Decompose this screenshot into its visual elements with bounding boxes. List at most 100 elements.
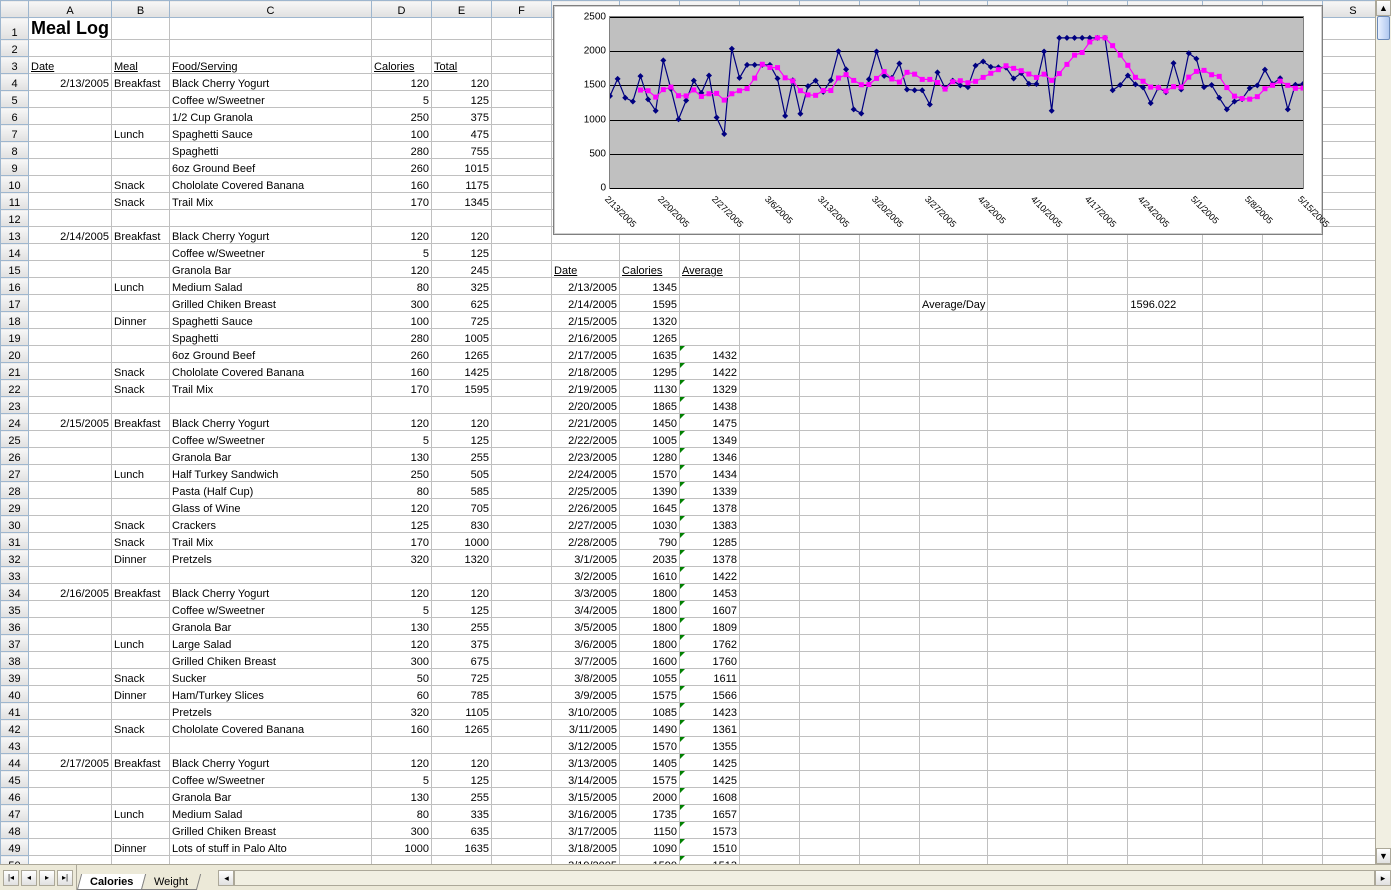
cell-F31[interactable]: [492, 533, 552, 550]
cell-Q35[interactable]: [1203, 601, 1263, 618]
cell-A45[interactable]: [29, 771, 112, 788]
cell-B47[interactable]: Lunch: [112, 805, 170, 822]
cell-J38[interactable]: [740, 652, 800, 669]
cell-Q32[interactable]: [1203, 550, 1263, 567]
cell-Q34[interactable]: [1203, 584, 1263, 601]
cell-F23[interactable]: [492, 397, 552, 414]
cell-F17[interactable]: [492, 295, 552, 312]
cell-E5[interactable]: 125: [432, 91, 492, 108]
cell-D4[interactable]: 120: [372, 74, 432, 91]
cell-K26[interactable]: [800, 448, 860, 465]
cell-H42[interactable]: 1490: [620, 720, 680, 737]
cell-S45[interactable]: [1323, 771, 1383, 788]
cell-K42[interactable]: [800, 720, 860, 737]
cell-G46[interactable]: 3/15/2005: [552, 788, 620, 805]
cell-F24[interactable]: [492, 414, 552, 431]
cell-P37[interactable]: [1128, 635, 1203, 652]
cell-B48[interactable]: [112, 822, 170, 839]
cell-N31[interactable]: [988, 533, 1068, 550]
cell-B18[interactable]: Dinner: [112, 312, 170, 329]
cell-F27[interactable]: [492, 465, 552, 482]
cell-F43[interactable]: [492, 737, 552, 754]
cell-C41[interactable]: Pretzels: [170, 703, 372, 720]
cell-J18[interactable]: [740, 312, 800, 329]
cell-B38[interactable]: [112, 652, 170, 669]
row-header-4[interactable]: 4: [1, 74, 29, 91]
row-header-1[interactable]: 1: [1, 18, 29, 40]
cell-F37[interactable]: [492, 635, 552, 652]
cell-R41[interactable]: [1263, 703, 1323, 720]
cell-B23[interactable]: [112, 397, 170, 414]
row-header-20[interactable]: 20: [1, 346, 29, 363]
cell-E21[interactable]: 1425: [432, 363, 492, 380]
cell-N22[interactable]: [988, 380, 1068, 397]
cell-G24[interactable]: 2/21/2005: [552, 414, 620, 431]
cell-G45[interactable]: 3/14/2005: [552, 771, 620, 788]
cell-J41[interactable]: [740, 703, 800, 720]
cell-M22[interactable]: [920, 380, 988, 397]
cell-O43[interactable]: [1068, 737, 1128, 754]
cell-D31[interactable]: 170: [372, 533, 432, 550]
cell-Q50[interactable]: [1203, 856, 1263, 865]
cell-B16[interactable]: Lunch: [112, 278, 170, 295]
cell-A39[interactable]: [29, 669, 112, 686]
cell-D8[interactable]: 280: [372, 142, 432, 159]
vertical-scrollbar[interactable]: ▲ ▼: [1375, 0, 1391, 864]
cell-N26[interactable]: [988, 448, 1068, 465]
cell-I17[interactable]: [680, 295, 740, 312]
cell-S40[interactable]: [1323, 686, 1383, 703]
cell-K18[interactable]: [800, 312, 860, 329]
cell-J17[interactable]: [740, 295, 800, 312]
cell-J27[interactable]: [740, 465, 800, 482]
cell-M28[interactable]: [920, 482, 988, 499]
cell-C40[interactable]: Ham/Turkey Slices: [170, 686, 372, 703]
row-header-39[interactable]: 39: [1, 669, 29, 686]
cell-M27[interactable]: [920, 465, 988, 482]
row-header-19[interactable]: 19: [1, 329, 29, 346]
cell-F49[interactable]: [492, 839, 552, 856]
cell-I38[interactable]: 1760: [680, 652, 740, 669]
cell-I18[interactable]: [680, 312, 740, 329]
cell-B1[interactable]: [112, 18, 170, 40]
cell-D26[interactable]: 130: [372, 448, 432, 465]
cell-F4[interactable]: [492, 74, 552, 91]
cell-K15[interactable]: [800, 261, 860, 278]
cell-R17[interactable]: [1263, 295, 1323, 312]
cell-D19[interactable]: 280: [372, 329, 432, 346]
cell-M25[interactable]: [920, 431, 988, 448]
cell-R26[interactable]: [1263, 448, 1323, 465]
cell-R20[interactable]: [1263, 346, 1323, 363]
cell-N20[interactable]: [988, 346, 1068, 363]
cell-A1[interactable]: Meal Log: [29, 18, 112, 40]
cell-Q39[interactable]: [1203, 669, 1263, 686]
cell-C38[interactable]: Grilled Chiken Breast: [170, 652, 372, 669]
cell-B50[interactable]: [112, 856, 170, 865]
cell-L42[interactable]: [860, 720, 920, 737]
cell-C46[interactable]: Granola Bar: [170, 788, 372, 805]
cell-I25[interactable]: 1349: [680, 431, 740, 448]
cell-P42[interactable]: [1128, 720, 1203, 737]
cell-F29[interactable]: [492, 499, 552, 516]
scroll-left-button[interactable]: ◂: [218, 870, 234, 886]
cell-N38[interactable]: [988, 652, 1068, 669]
cell-F7[interactable]: [492, 125, 552, 142]
cell-F11[interactable]: [492, 193, 552, 210]
cell-P16[interactable]: [1128, 278, 1203, 295]
cell-I16[interactable]: [680, 278, 740, 295]
cell-H29[interactable]: 1645: [620, 499, 680, 516]
calorie-chart[interactable]: 050010001500200025002/13/20052/20/20052/…: [553, 5, 1323, 235]
cell-O17[interactable]: [1068, 295, 1128, 312]
cell-M37[interactable]: [920, 635, 988, 652]
cell-I35[interactable]: 1607: [680, 601, 740, 618]
cell-C39[interactable]: Sucker: [170, 669, 372, 686]
cell-C23[interactable]: [170, 397, 372, 414]
cell-J44[interactable]: [740, 754, 800, 771]
cell-G35[interactable]: 3/4/2005: [552, 601, 620, 618]
cell-E44[interactable]: 120: [432, 754, 492, 771]
cell-S47[interactable]: [1323, 805, 1383, 822]
cell-K19[interactable]: [800, 329, 860, 346]
cell-N45[interactable]: [988, 771, 1068, 788]
cell-M26[interactable]: [920, 448, 988, 465]
row-header-24[interactable]: 24: [1, 414, 29, 431]
row-header-47[interactable]: 47: [1, 805, 29, 822]
